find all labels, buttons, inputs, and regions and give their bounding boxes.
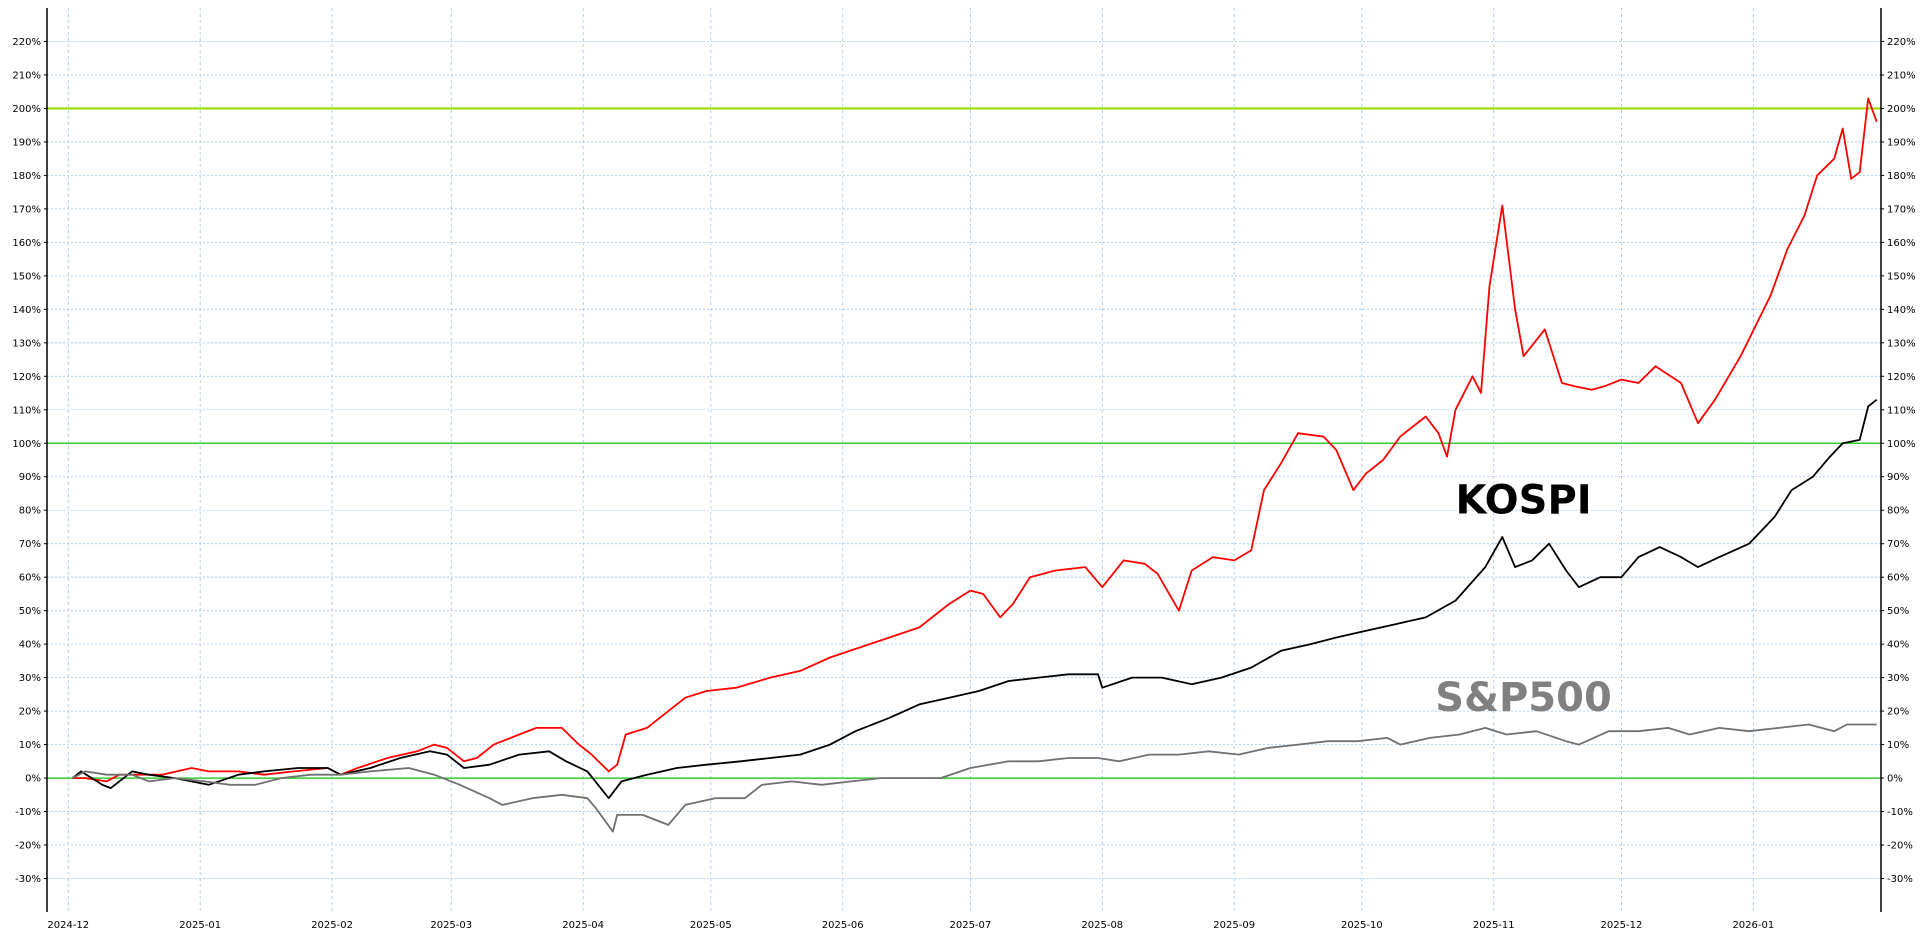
- y-tick-label-left: 80%: [19, 506, 41, 517]
- x-tick-label: 2025-01: [179, 920, 221, 931]
- y-tick-label-left: 220%: [12, 37, 41, 48]
- y-tick-label-right: 110%: [1887, 405, 1916, 416]
- x-tick-label: 2025-09: [1213, 920, 1255, 931]
- annotation-label: KOSPI: [1455, 478, 1591, 524]
- y-tick-label-left: -10%: [15, 807, 41, 818]
- y-tick-label-right: 80%: [1887, 506, 1909, 517]
- y-tick-label-right: -20%: [1887, 841, 1913, 852]
- y-tick-label-left: 60%: [19, 573, 41, 584]
- x-tick-label: 2025-07: [949, 920, 991, 931]
- y-tick-label-left: 110%: [12, 405, 41, 416]
- y-tick-label-right: -30%: [1887, 874, 1913, 885]
- y-tick-label-right: 140%: [1887, 305, 1916, 316]
- y-tick-label-right: 60%: [1887, 573, 1909, 584]
- y-tick-label-right: 40%: [1887, 640, 1909, 651]
- annotation-label: S&P500: [1435, 675, 1612, 721]
- y-tick-label-left: 10%: [19, 740, 41, 751]
- y-tick-label-right: 120%: [1887, 372, 1916, 383]
- y-tick-label-left: 130%: [12, 338, 41, 349]
- chart-annotations: KOSPI S&P500: [1435, 478, 1612, 722]
- x-tick-label: 2025-02: [311, 920, 353, 931]
- y-tick-label-left: 50%: [19, 606, 41, 617]
- y-tick-label-right: 170%: [1887, 204, 1916, 215]
- y-tick-label-right: 90%: [1887, 472, 1909, 483]
- y-axis-left-ticks: -30% -20% -10% 0% 10% 20% 30% 40% 50% 60% 70% 80% 90…: [12, 37, 47, 885]
- y-tick-label-left: 90%: [19, 472, 41, 483]
- y-tick-label-left: 180%: [12, 171, 41, 182]
- x-tick-label: 2025-05: [690, 920, 732, 931]
- x-tick-label: 2025-11: [1473, 920, 1515, 931]
- y-tick-label-right: 150%: [1887, 271, 1916, 282]
- y-tick-label-right: 190%: [1887, 137, 1916, 148]
- x-tick-label: 2025-12: [1601, 920, 1643, 931]
- x-tick-label: 2025-06: [822, 920, 864, 931]
- x-tick-label: 2025-10: [1341, 920, 1383, 931]
- y-tick-label-left: 190%: [12, 137, 41, 148]
- y-tick-label-right: 180%: [1887, 171, 1916, 182]
- y-tick-label-right: 130%: [1887, 338, 1916, 349]
- y-tick-label-left: 140%: [12, 305, 41, 316]
- y-tick-label-right: 160%: [1887, 238, 1916, 249]
- y-tick-label-right: 200%: [1887, 104, 1916, 115]
- y-tick-label-right: 30%: [1887, 673, 1909, 684]
- x-tick-label: 2025-08: [1081, 920, 1123, 931]
- y-tick-label-left: -20%: [15, 841, 41, 852]
- series-lines: [71, 97, 1878, 833]
- y-tick-label-right: 20%: [1887, 707, 1909, 718]
- x-tick-label: 2026-01: [1732, 920, 1774, 931]
- x-gridlines: [67, 8, 1754, 912]
- x-tick-label: 2025-03: [430, 920, 472, 931]
- y-tick-label-right: 210%: [1887, 70, 1916, 81]
- y-tick-label-right: 50%: [1887, 606, 1909, 617]
- series-line-1: [72, 97, 1878, 783]
- y-tick-label-right: -10%: [1887, 807, 1913, 818]
- series-line-3: [72, 723, 1877, 833]
- y-tick-label-left: 170%: [12, 204, 41, 215]
- x-tick-label: 2025-04: [562, 920, 604, 931]
- y-tick-label-left: 210%: [12, 70, 41, 81]
- y-tick-label-left: 200%: [12, 104, 41, 115]
- y-tick-label-left: 150%: [12, 271, 41, 282]
- y-tick-label-right: 100%: [1887, 439, 1916, 450]
- y-tick-label-left: 20%: [19, 707, 41, 718]
- y-tick-label-left: 120%: [12, 372, 41, 383]
- y-tick-label-right: 0%: [1887, 774, 1903, 785]
- reference-lines: [47, 107, 1881, 779]
- y-tick-label-left: -30%: [15, 874, 41, 885]
- y-tick-label-left: 40%: [19, 640, 41, 651]
- y-axis-right-ticks: -30% -20% -10% 0% 10% 20% 30% 40% 50% 60% 70% 80% 90…: [1881, 37, 1916, 885]
- y-tick-label-right: 10%: [1887, 740, 1909, 751]
- y-tick-label-left: 0%: [25, 774, 41, 785]
- y-tick-label-right: 220%: [1887, 37, 1916, 48]
- x-tick-label: 2024-12: [47, 920, 89, 931]
- y-tick-label-left: 70%: [19, 539, 41, 550]
- y-tick-label-left: 100%: [12, 439, 41, 450]
- y-tick-label-right: 70%: [1887, 539, 1909, 550]
- y-tick-label-left: 160%: [12, 238, 41, 249]
- series-line-2: [71, 398, 1878, 800]
- y-gridlines: [47, 41, 1881, 879]
- x-axis-ticks: 2024-12 2025-01 2025-02 2025-03 2025-04 2025-…: [47, 920, 1774, 931]
- y-tick-label-left: 30%: [19, 673, 41, 684]
